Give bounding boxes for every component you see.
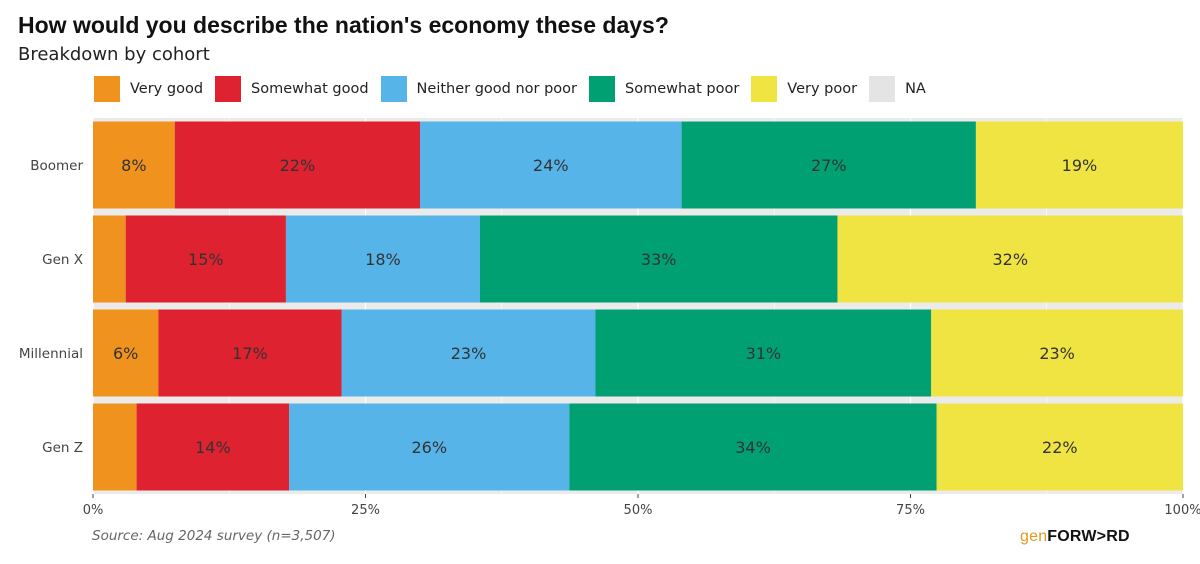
data-label: 15% [188,250,224,269]
bar-segment [285,215,480,303]
chart-legend: Very good Somewhat good Neither good nor p… [94,75,938,103]
x-tick-label: 50% [624,503,653,518]
bar-segment [93,121,175,209]
category-label: Millennial [19,346,83,362]
data-label: 17% [232,344,268,363]
chart-title: How would you describe the nation's econ… [18,12,669,38]
legend-swatch [589,76,616,102]
bar-segment [936,403,1183,491]
bar-segment [569,403,937,491]
stacked-bar-chart: 8% 22% 24% 27% 19% Boomer 15% 18% 33% 32% Gen X 6% 1… [19,118,1200,518]
bar-segment [681,121,976,209]
legend-item: Very good [94,76,203,102]
bar-segment [479,215,838,303]
x-tick-label: 75% [896,503,925,518]
data-label: 22% [280,156,316,175]
data-label: 6% [113,344,138,363]
source-note: Source: Aug 2024 survey (n=3,507) [92,528,336,544]
legend-swatch [380,76,407,102]
bar-segment [420,121,682,209]
chart-subtitle: Breakdown by cohort [18,44,210,65]
data-label: 18% [365,250,401,269]
legend-item: NA [869,76,926,102]
data-label: 31% [746,344,782,363]
data-label: 34% [735,438,771,457]
bar-segment [93,309,159,397]
data-label: 24% [533,156,569,175]
category-label: Boomer [30,158,83,174]
legend-item: Somewhat poor [589,76,739,102]
x-tick-label: 25% [351,503,380,518]
data-label: 27% [811,156,847,175]
data-label: 22% [1042,438,1078,457]
legend-item: Somewhat good [215,76,369,102]
category-label: Gen X [42,252,83,268]
data-label: 8% [121,156,146,175]
legend-swatch [869,76,896,102]
legend-item: Very poor [751,76,857,102]
bar-segment [341,309,596,397]
bar-segment [837,215,1183,303]
legend-item: Neither good nor poor [380,76,578,102]
legend-label: Very good [130,81,204,97]
legend-label: Very poor [787,81,858,97]
x-tick-label: 100% [1164,503,1200,518]
legend-label: Somewhat poor [625,81,740,97]
legend-swatch [215,76,242,102]
data-label: 14% [195,438,231,457]
legend-label: Somewhat good [251,81,369,97]
bar-segment [174,121,420,209]
bar-segment [975,121,1183,209]
bar-segment [136,403,290,491]
bar-segment [595,309,932,397]
data-label: 23% [1039,344,1075,363]
bar-segment [931,309,1183,397]
data-label: 23% [451,344,487,363]
bar-segment [93,215,126,303]
legend-swatch [751,76,778,102]
data-label: 32% [992,250,1028,269]
bar-segment [93,403,137,491]
bar-segment [125,215,286,303]
data-label: 19% [1062,156,1098,175]
data-label: 26% [411,438,447,457]
data-label: 33% [641,250,677,269]
legend-label: NA [905,81,926,97]
genforward-logo: genFORW>RD [1020,528,1130,545]
x-tick-label: 0% [83,503,104,518]
category-label: Gen Z [42,440,83,456]
legend-swatch [94,76,120,102]
bar-segment [289,403,570,491]
bar-segment [158,309,342,397]
legend-label: Neither good nor poor [416,81,578,97]
